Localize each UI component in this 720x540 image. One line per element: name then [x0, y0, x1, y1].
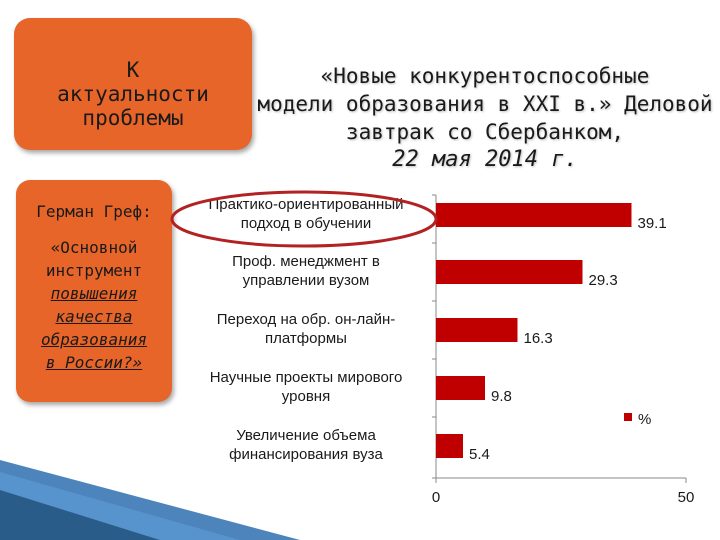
- category-label: финансирования вуза: [229, 446, 383, 463]
- quote-line-2: инструмент: [45, 261, 143, 280]
- quote-author: Герман Греф:: [36, 202, 152, 221]
- category-label: Переход на обр. он-лайн-: [217, 311, 396, 328]
- quote-line-4: качества: [55, 307, 133, 326]
- quote-line-6: в России?»: [45, 353, 143, 372]
- x-tick-label: 0: [432, 489, 440, 506]
- category-label: управлении вузом: [243, 272, 370, 289]
- headline: «Новые конкурентоспособные модели образо…: [250, 62, 720, 174]
- data-label: 9.8: [491, 388, 512, 405]
- highlight-ellipse: [170, 190, 438, 248]
- category-label: уровня: [282, 388, 330, 405]
- quote-line-5: образования: [41, 330, 147, 349]
- data-label: 29.3: [589, 272, 618, 289]
- bar: [436, 318, 518, 342]
- headline-line-2: модели образования в XXI в.» Деловой: [257, 92, 713, 116]
- legend-label: %: [638, 411, 651, 428]
- quote-box: Герман Греф: «Основной инструмент повыше…: [16, 180, 172, 402]
- headline-line-1: «Новые конкурентоспособные: [320, 64, 650, 88]
- headline-date: 22 мая 2014 г.: [392, 147, 578, 172]
- data-label: 5.4: [469, 446, 490, 463]
- bar: [436, 260, 583, 284]
- headline-line-3: завтрак со Сбербанком,: [345, 120, 625, 144]
- corner-decoration: [0, 460, 300, 540]
- topic-box-text: К актуальности проблемы: [14, 58, 252, 130]
- category-label: Увеличение объема: [236, 427, 376, 444]
- bar: [436, 376, 485, 400]
- quote-text: «Основной инструмент повышения качества …: [16, 236, 172, 374]
- category-label: Проф. менеджмент в: [232, 253, 380, 270]
- category-label: платформы: [265, 330, 347, 347]
- data-label: 39.1: [638, 215, 667, 232]
- data-label: 16.3: [524, 330, 553, 347]
- bar: [436, 434, 463, 458]
- quote-line-1: «Основной: [50, 238, 138, 257]
- topic-box-label: К актуальности проблемы: [57, 58, 209, 130]
- quote-line-3: повышения: [50, 284, 138, 303]
- bar: [436, 203, 632, 227]
- topic-box: К актуальности проблемы: [14, 18, 252, 150]
- x-tick-label: 50: [678, 489, 695, 506]
- category-label: подход в обучении: [241, 215, 372, 232]
- legend-swatch: [624, 413, 632, 421]
- category-label: Научные проекты мирового: [210, 369, 403, 386]
- category-label: Практико-ориентированный: [208, 196, 403, 213]
